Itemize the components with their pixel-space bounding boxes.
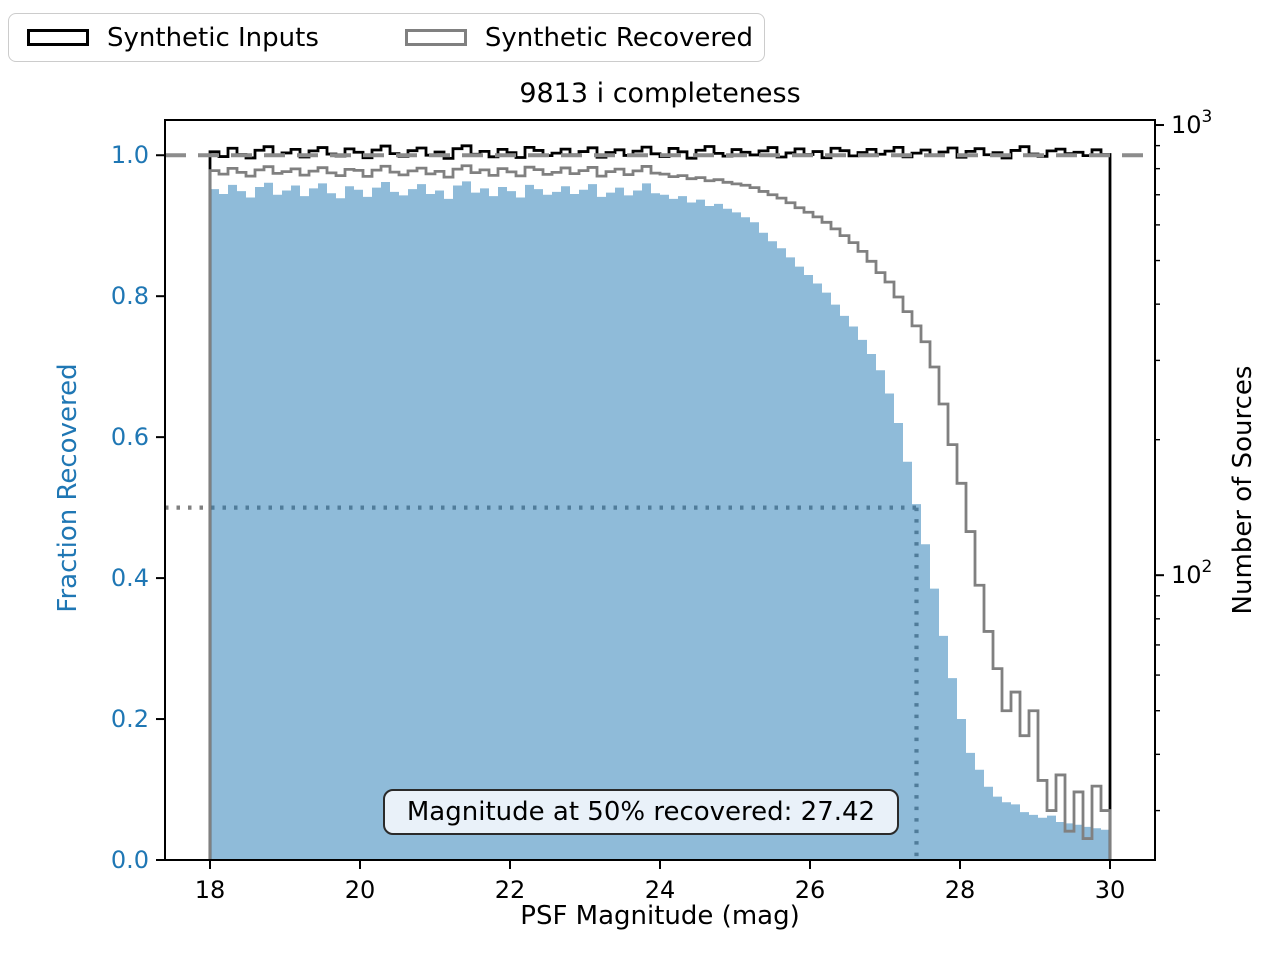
legend-entry-synthetic-inputs: Synthetic Inputs [27,23,319,53]
left-y-axis-label: Fraction Recovered [53,363,83,613]
x-axis-ticks: 18 20 22 24 26 28 30 [195,860,1126,904]
mag50-annotation: Magnitude at 50% recovered: 27.42 [383,789,899,835]
x-axis-label: PSF Magnitude (mag) [520,901,800,931]
svg-text:0.4: 0.4 [111,564,149,592]
svg-text:1.0: 1.0 [111,141,149,169]
svg-text:0.6: 0.6 [111,423,149,451]
synthetic-recovered-swatch-icon [404,29,467,46]
synthetic-recovered-step [208,164,1112,860]
svg-text:0.2: 0.2 [111,705,149,733]
svg-text:24: 24 [645,876,676,904]
right-axis-ticks: 102 103 [1155,107,1212,812]
svg-text:0.8: 0.8 [111,282,149,310]
left-axis-ticks: 0.0 0.2 0.4 0.6 0.8 1.0 [111,141,165,874]
svg-text:102: 102 [1171,557,1212,589]
svg-text:0.0: 0.0 [111,846,149,874]
legend-entry-synthetic-recovered: Synthetic Recovered [404,22,754,53]
right-y-axis-label: Number of Sources [1228,365,1258,615]
svg-text:28: 28 [945,876,976,904]
chart-title: 9813 i completeness [519,78,801,109]
svg-text:26: 26 [795,876,826,904]
fraction-recovered-histogram [210,181,1110,861]
svg-text:18: 18 [195,876,226,904]
legend: Synthetic Inputs Synthetic Recovered [8,13,765,62]
svg-text:20: 20 [345,876,376,904]
legend-label-synthetic-inputs: Synthetic Inputs [107,22,319,53]
legend-label-synthetic-recovered: Synthetic Recovered [484,22,754,53]
svg-text:22: 22 [495,876,526,904]
svg-text:103: 103 [1171,107,1212,139]
svg-text:30: 30 [1095,876,1126,904]
synthetic-inputs-swatch-icon [27,29,89,46]
